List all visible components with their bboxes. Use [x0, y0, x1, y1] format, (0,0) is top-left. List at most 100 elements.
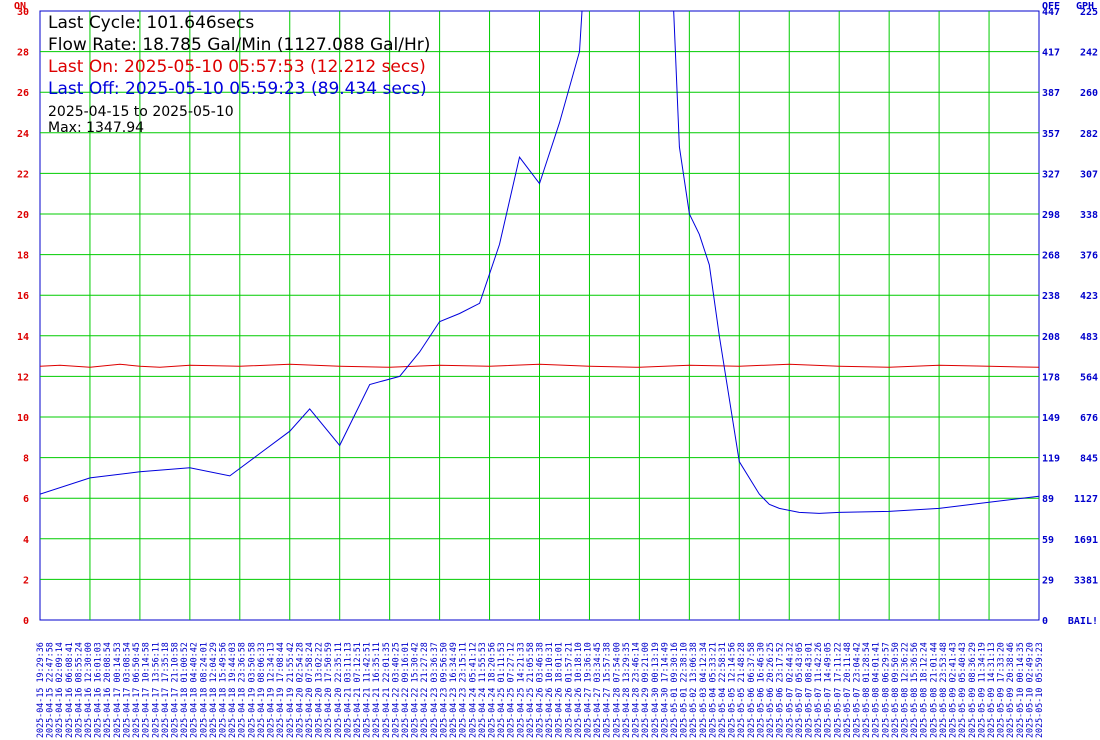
- x-tick-label: 2025-05-08 23:53:48: [938, 642, 948, 738]
- x-tick-label: 2025-04-17 21:10:58: [169, 642, 179, 738]
- x-tick-label: 2025-04-16 16:01:03: [93, 642, 103, 738]
- x-tick-label: 2025-04-25 01:11:53: [496, 642, 506, 738]
- x-tick-label: 2025-05-05 21:48:28: [736, 642, 746, 738]
- x-tick-label: 2025-05-07 05:43:05: [794, 642, 804, 738]
- x-tick-label: 2025-04-26 03:46:38: [535, 642, 545, 738]
- date-range-text: 2025-04-15 to 2025-05-10: [48, 104, 234, 120]
- right-tick-gph-label: 3381: [1074, 575, 1098, 586]
- x-tick-label: 2025-04-18 12:04:29: [208, 642, 218, 738]
- x-tick-label: 2025-04-21 07:12:51: [352, 642, 362, 738]
- x-tick-label: 2025-05-09 11:34:19: [976, 642, 986, 738]
- right-tick-off-label: 387: [1042, 88, 1060, 99]
- left-tick-label: 12: [17, 372, 29, 383]
- x-tick-label: 2025-05-07 11:42:26: [813, 642, 823, 738]
- x-tick-label: 2025-05-08 12:36:22: [900, 642, 910, 738]
- max-text: Max: 1347.94: [48, 120, 145, 136]
- x-tick-label: 2025-05-06 06:37:58: [746, 642, 756, 738]
- x-tick-label: 2025-04-21 22:01:35: [381, 642, 391, 738]
- x-tick-label: 2025-05-10 02:49:20: [1024, 642, 1034, 738]
- x-tick-label: 2025-05-06 20:26:25: [765, 642, 775, 738]
- x-tick-label: 2025-04-18 08:24:01: [198, 642, 208, 738]
- x-tick-label: 2025-04-21 11:42:51: [362, 642, 372, 738]
- right-tick-gph-label: 376: [1080, 251, 1098, 262]
- left-tick-label: 30: [17, 7, 29, 18]
- x-tick-label: 2025-04-24 05:41:12: [467, 642, 477, 738]
- x-tick-label: 2025-05-09 20:38:46: [1005, 642, 1015, 738]
- x-tick-label: 2025-04-25 07:27:12: [506, 642, 516, 738]
- x-tick-label: 2025-04-19 12:34:13: [266, 642, 276, 738]
- x-tick-label: 2025-04-26 10:10:31: [544, 642, 554, 738]
- right-tick-off-label: 0: [1042, 616, 1048, 627]
- right-tick-gph-label: 1691: [1074, 535, 1098, 546]
- x-tick-label: 2025-04-19 17:08:44: [275, 642, 285, 738]
- right-tick-off-label: 208: [1042, 332, 1060, 343]
- x-tick-label: 2025-04-22 09:16:01: [400, 642, 410, 738]
- series-layer: [40, 11, 1039, 514]
- x-tick-label: 2025-04-17 00:14:53: [112, 642, 122, 738]
- x-tick-label: 2025-05-08 15:36:56: [909, 642, 919, 738]
- x-tick-label: 2025-04-22 03:40:25: [390, 642, 400, 738]
- right-tick-gph-label: 483: [1080, 332, 1098, 343]
- right-axis-gph-title: GPH: [1076, 1, 1094, 12]
- x-tick-label: 2025-05-10 05:59:23: [1034, 642, 1044, 738]
- x-tick-label: 2025-04-18 19:44:03: [227, 642, 237, 738]
- x-tick-label: 2025-04-18 04:40:42: [189, 642, 199, 738]
- x-tick-label: 2025-04-18 23:36:58: [237, 642, 247, 738]
- x-tick-label: 2025-04-16 06:08:41: [64, 642, 74, 738]
- right-tick-gph-label: 1127: [1074, 494, 1098, 505]
- x-tick-label: 2025-04-28 07:54:00: [611, 642, 621, 738]
- x-tick-label: 2025-05-06 16:46:30: [755, 642, 765, 738]
- left-tick-label: 6: [23, 494, 29, 505]
- last-off-text: Last Off: 2025-05-10 05:59:23 (89.434 se…: [48, 79, 427, 99]
- right-tick-gph-label: 282: [1080, 129, 1098, 140]
- last-cycle-text: Last Cycle: 101.646secs: [48, 13, 255, 33]
- x-tick-label: 2025-04-27 03:34:45: [592, 642, 602, 738]
- x-axis: 2025-04-15 19:29:36 2025-04-15 22:47:58 20…: [35, 642, 1044, 738]
- x-tick-label: 2025-05-02 13:06:38: [688, 642, 698, 738]
- x-tick-label: 2025-04-23 23:15:11: [458, 642, 468, 738]
- x-tick-label: 2025-05-07 02:44:32: [784, 642, 794, 738]
- left-tick-label: 24: [17, 129, 29, 140]
- x-tick-label: 2025-05-10 00:14:35: [1015, 642, 1025, 738]
- right-tick-off-label: 29: [1042, 575, 1054, 586]
- x-tick-label: 2025-05-08 06:29:57: [880, 642, 890, 738]
- x-tick-label: 2025-05-09 17:33:20: [996, 642, 1006, 738]
- x-tick-label: 2025-04-24 11:55:53: [477, 642, 487, 738]
- x-tick-label: 2025-05-08 04:01:41: [871, 642, 881, 738]
- right-tick-off-label: 238: [1042, 291, 1060, 302]
- x-tick-label: 2025-04-16 20:08:54: [102, 642, 112, 738]
- right-axis-gph: BAIL! 3381 1691 1127 845 676 564 483 423 376 338 30…: [1068, 7, 1098, 627]
- left-tick-label: 0: [23, 616, 29, 627]
- x-tick-label: 2025-04-25 14:21:33: [515, 642, 525, 738]
- right-tick-gph-label: 845: [1080, 454, 1098, 465]
- x-tick-label: 2025-04-17 06:50:45: [131, 642, 141, 738]
- left-tick-label: 18: [17, 251, 29, 262]
- left-tick-label: 2: [23, 575, 29, 586]
- right-tick-gph-label: 260: [1080, 88, 1098, 99]
- x-tick-label: 2025-04-19 03:50:58: [246, 642, 256, 738]
- x-tick-label: 2025-05-07 17:11:22: [832, 642, 842, 738]
- x-tick-label: 2025-05-09 14:31:13: [986, 642, 996, 738]
- right-tick-off-label: 178: [1042, 372, 1060, 383]
- x-tick-label: 2025-05-05 12:14:56: [727, 642, 737, 738]
- x-tick-label: 2025-04-23 09:56:50: [438, 642, 448, 738]
- x-tick-label: 2025-05-07 23:04:42: [851, 642, 861, 738]
- grid: [40, 11, 1039, 620]
- right-tick-off-label: 268: [1042, 251, 1060, 262]
- right-tick-gph-label: 423: [1080, 291, 1098, 302]
- x-tick-label: 2025-04-26 01:57:21: [563, 642, 573, 738]
- x-tick-label: 2025-04-20 17:50:59: [323, 642, 333, 738]
- x-tick-label: 2025-04-25 21:05:58: [525, 642, 535, 738]
- x-tick-label: 2025-04-28 23:46:14: [631, 642, 641, 738]
- x-tick-label: 2025-04-21 03:11:13: [342, 642, 352, 738]
- x-tick-label: 2025-05-09 02:41:43: [948, 642, 958, 738]
- x-tick-label: 2025-05-09 08:36:29: [967, 642, 977, 738]
- x-tick-label: 2025-04-26 10:18:10: [573, 642, 583, 738]
- x-tick-label: 2025-04-18 01:00:52: [179, 642, 189, 738]
- x-tick-label: 2025-05-06 23:17:52: [775, 642, 785, 738]
- left-tick-label: 20: [17, 210, 29, 221]
- x-tick-label: 2025-05-07 14:49:05: [823, 642, 833, 738]
- x-tick-label: 2025-04-20 07:58:24: [304, 642, 314, 738]
- x-tick-label: 2025-04-27 15:57:38: [602, 642, 612, 738]
- x-tick-label: 2025-05-07 08:43:01: [803, 642, 813, 738]
